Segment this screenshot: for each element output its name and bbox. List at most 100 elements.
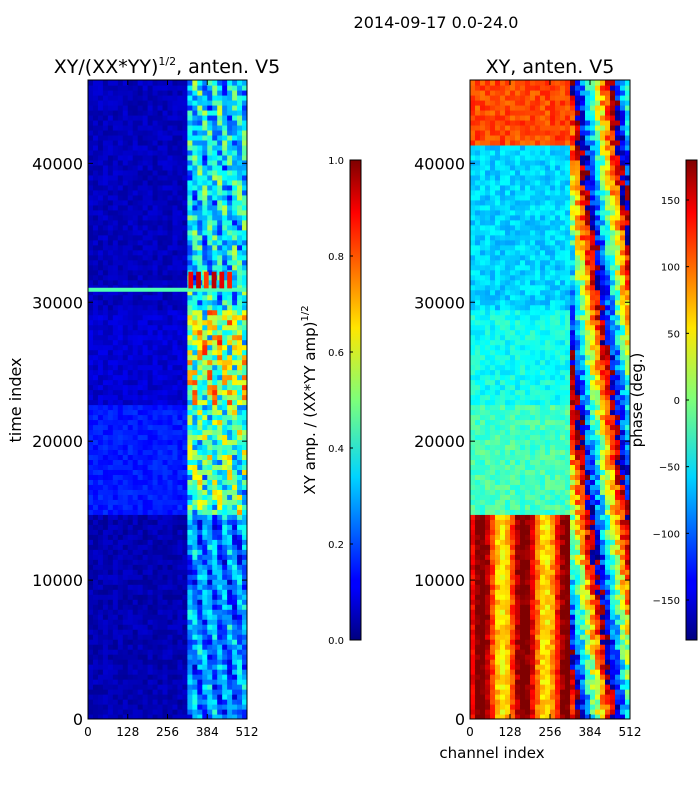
heatmap-cell: [615, 614, 621, 620]
heatmap-cell: [545, 639, 551, 645]
heatmap-cell: [157, 84, 164, 91]
heatmap-cell: [182, 229, 188, 236]
heatmap-cell: [605, 624, 611, 630]
heatmap-cell: [525, 629, 531, 635]
heatmap-cell: [177, 599, 184, 605]
heatmap-cell: [152, 309, 159, 316]
heatmap-cell: [102, 599, 109, 605]
heatmap-cell: [535, 669, 541, 675]
heatmap-cell: [102, 659, 109, 665]
heatmap-cell: [177, 579, 184, 585]
heatmap-cell: [232, 549, 238, 555]
heatmap-cell: [172, 519, 179, 525]
heatmap-cell: [202, 124, 208, 131]
heatmap-cell: [242, 99, 247, 106]
heatmap-cell: [182, 309, 188, 316]
heatmap-cell: [505, 584, 511, 590]
heatmap-cell: [102, 84, 109, 91]
heatmap-cell: [97, 689, 104, 695]
heatmap-cell: [157, 289, 164, 296]
heatmap-cell: [137, 444, 144, 451]
heatmap-cell: [575, 629, 581, 635]
heatmap-cell: [102, 284, 109, 291]
heatmap-cell: [137, 174, 144, 181]
heatmap-cell: [222, 664, 228, 670]
heatmap-cell: [490, 704, 496, 710]
heatmap-cell: [480, 659, 486, 665]
heatmap-cell: [142, 559, 149, 565]
heatmap-cell: [232, 414, 238, 421]
heatmap-cell: [192, 434, 198, 441]
heatmap-cell: [217, 479, 223, 485]
heatmap-cell: [207, 484, 213, 490]
heatmap-cell: [222, 309, 228, 316]
heatmap-cell: [242, 384, 247, 391]
heatmap-cell: [207, 144, 213, 151]
heatmap-cell: [600, 694, 606, 700]
heatmap-cell: [162, 364, 169, 371]
heatmap-cell: [107, 80, 114, 86]
heatmap-cell: [595, 694, 601, 700]
heatmap-cell: [242, 209, 247, 216]
heatmap-cell: [107, 639, 114, 645]
heatmap-cell: [500, 649, 506, 655]
heatmap-cell: [127, 154, 134, 161]
heatmap-cell: [147, 439, 154, 446]
heatmap-cell: [207, 474, 213, 480]
heatmap-cell: [167, 479, 174, 485]
heatmap-cell: [222, 274, 228, 281]
heatmap-cell: [625, 639, 630, 645]
heatmap-cell: [197, 529, 203, 535]
heatmap-cell: [227, 254, 233, 261]
heatmap-cell: [217, 304, 223, 311]
heatmap-cell: [550, 709, 556, 715]
heatmap-cell: [147, 449, 154, 456]
heatmap-cell: [107, 489, 114, 495]
heatmap-cell: [182, 619, 188, 625]
heatmap-cell: [187, 264, 193, 271]
heatmap-cell: [162, 489, 169, 495]
heatmap-cell: [232, 329, 238, 336]
heatmap-cell: [132, 99, 139, 106]
heatmap-cell: [137, 559, 144, 565]
heatmap-cell: [192, 689, 198, 695]
heatmap-cell: [122, 549, 129, 555]
heatmap-cell: [500, 619, 506, 625]
heatmap-cell: [132, 374, 139, 381]
heatmap-cell: [520, 679, 526, 685]
heatmap-cell: [112, 389, 119, 396]
heatmap-cell: [242, 264, 247, 271]
heatmap-cell: [137, 94, 144, 101]
heatmap-cell: [480, 609, 486, 615]
heatmap-cell: [162, 484, 169, 490]
heatmap-cell: [167, 564, 174, 570]
heatmap-cell: [172, 474, 179, 480]
heatmap-cell: [152, 554, 159, 560]
heatmap-cell: [217, 239, 223, 246]
heatmap-cell: [595, 594, 601, 600]
heatmap-cell: [122, 704, 129, 710]
heatmap-cell: [132, 354, 139, 361]
heatmap-cell: [495, 674, 501, 680]
heatmap-cell: [177, 339, 184, 346]
heatmap-cell: [197, 664, 203, 670]
heatmap-cell: [197, 414, 203, 421]
heatmap-cell: [232, 249, 238, 256]
heatmap-cell: [535, 639, 541, 645]
heatmap-cell: [232, 119, 238, 126]
heatmap-cell: [237, 144, 243, 151]
heatmap-cell: [142, 259, 149, 266]
heatmap-cell: [202, 689, 208, 695]
heatmap-cell: [147, 484, 154, 490]
heatmap-cell: [152, 454, 159, 461]
heatmap-cell: [207, 224, 213, 231]
heatmap-cell: [127, 554, 134, 560]
heatmap-cell: [127, 569, 134, 575]
heatmap-cell: [217, 189, 223, 196]
heatmap-cell: [202, 494, 208, 500]
heatmap-cell: [192, 474, 198, 480]
heatmap-cell: [495, 664, 501, 670]
heatmap-cell: [92, 549, 99, 555]
heatmap-cell: [132, 324, 139, 331]
